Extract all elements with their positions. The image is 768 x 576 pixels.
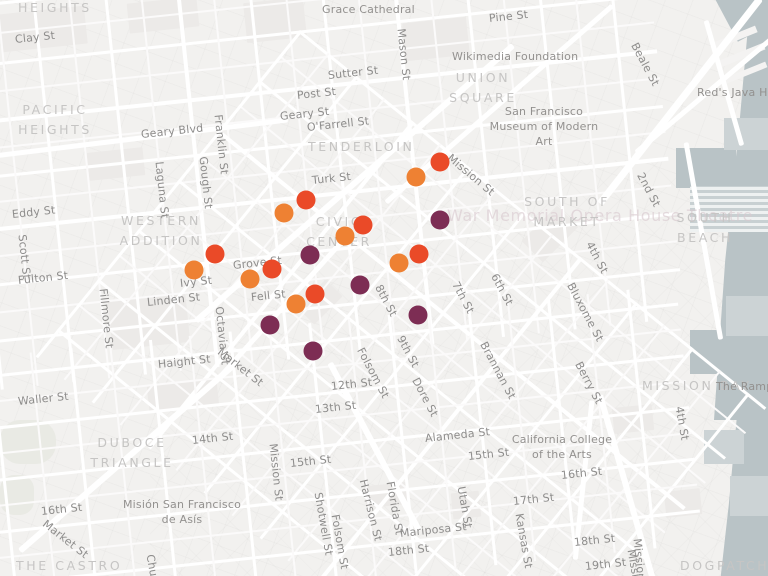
map-marker[interactable] — [260, 315, 280, 335]
pier-deck-2 — [726, 296, 768, 336]
map-marker[interactable] — [409, 244, 429, 264]
map-marker[interactable] — [350, 275, 370, 295]
map-marker[interactable] — [305, 284, 325, 304]
map-marker[interactable] — [184, 260, 204, 280]
map-marker[interactable] — [335, 226, 355, 246]
map-marker[interactable] — [296, 190, 316, 210]
pier-deck-1 — [724, 118, 768, 150]
map-marker[interactable] — [300, 245, 320, 265]
map-marker[interactable] — [406, 167, 426, 187]
map-marker[interactable] — [353, 215, 373, 235]
map-marker[interactable] — [430, 152, 450, 172]
map-marker[interactable] — [408, 305, 428, 325]
map-marker[interactable] — [430, 210, 450, 230]
map-marker[interactable] — [262, 259, 282, 279]
map-marker[interactable] — [240, 269, 260, 289]
pier-deck-4 — [730, 476, 768, 516]
map-marker[interactable] — [205, 244, 225, 264]
map-marker[interactable] — [274, 203, 294, 223]
map-marker[interactable] — [303, 341, 323, 361]
map-marker[interactable] — [389, 253, 409, 273]
map-marker[interactable] — [286, 294, 306, 314]
